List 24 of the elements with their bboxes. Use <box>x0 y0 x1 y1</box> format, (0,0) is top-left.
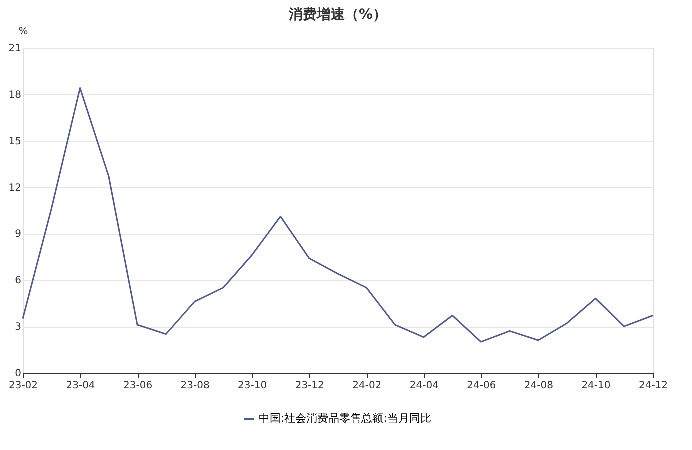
x-tick-label: 23-10 <box>238 380 268 392</box>
x-tick-label: 24-08 <box>524 380 554 392</box>
line-series <box>22 87 654 343</box>
y-tick-label: 21 <box>8 44 22 54</box>
y-tick-label: 3 <box>15 322 22 334</box>
y-tick-label: 12 <box>8 182 22 194</box>
x-tick-label: 24-06 <box>467 380 496 392</box>
chart-title: 消费增速（%） <box>288 7 388 23</box>
x-tick-label: 23-02 <box>8 380 38 392</box>
x-tick-label: 24-10 <box>582 380 611 392</box>
y-tick-label: 9 <box>15 229 22 240</box>
y-tick-label: 18 <box>8 90 22 101</box>
y-axis-title: % <box>18 26 28 38</box>
x-tick-label: 23-08 <box>180 380 210 392</box>
x-tick-label: 24-04 <box>410 380 439 392</box>
legend-label: 中国:社会消费品零售总额:当月同比 <box>259 412 432 425</box>
x-tick-label: 24-02 <box>352 380 382 392</box>
x-tick-label: 23-04 <box>66 380 96 392</box>
x-tick-label: 23-12 <box>295 380 324 392</box>
x-tick-label: 23-06 <box>124 380 153 392</box>
y-tick-label: 0 <box>15 368 22 380</box>
y-tick-label: 6 <box>15 276 22 287</box>
y-tick-label: 15 <box>8 136 22 148</box>
x-tick-label: 24-12 <box>638 380 668 392</box>
